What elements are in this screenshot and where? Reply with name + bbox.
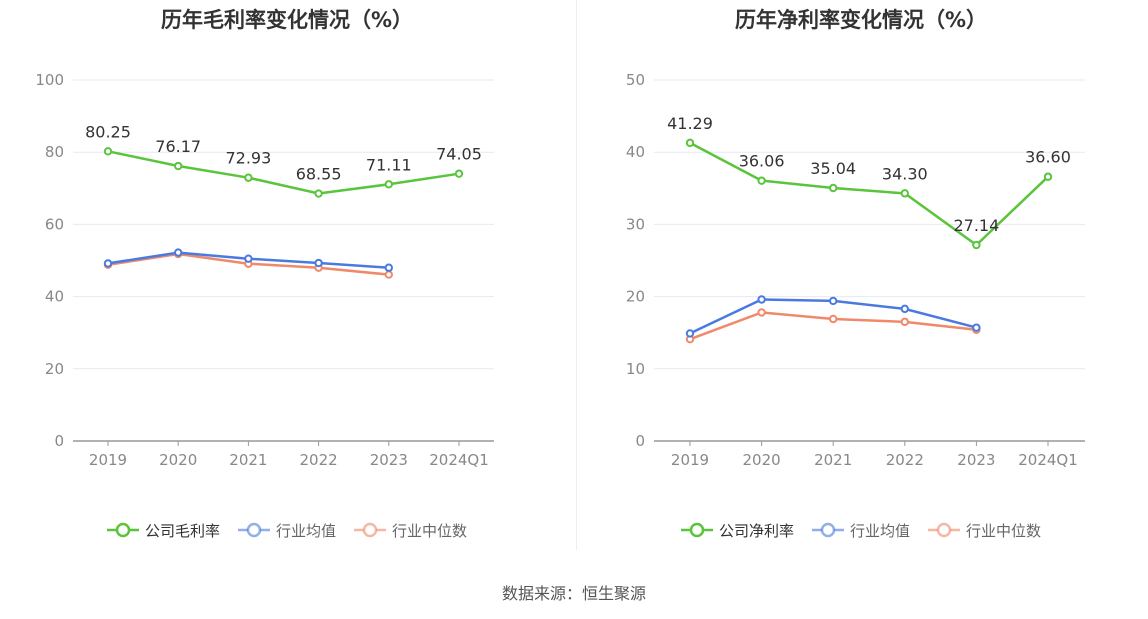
panel-divider: [576, 0, 577, 550]
data-label: 71.11: [366, 155, 412, 174]
data-source-note: 数据来源：恒生聚源: [501, 584, 646, 603]
legend: 公司净利率 行业均值 行业中位数: [574, 518, 1148, 542]
x-tick-label: 2022: [886, 451, 924, 469]
legend-item[interactable]: 行业中位数: [354, 518, 467, 542]
legend-marker-icon: [680, 522, 713, 538]
net-margin-plot: 0 10 20 30 40 50 2019 2020 2021 2022 2023 2024Q1 41.…: [626, 71, 1085, 469]
data-point: [103, 147, 113, 156]
legend-label: 行业均值: [849, 521, 910, 540]
data-point: [244, 254, 253, 263]
legend-item[interactable]: 行业均值: [237, 518, 336, 542]
legend: 公司毛利率 行业均值 行业中位数: [0, 518, 574, 542]
legend-label: 公司净利率: [718, 521, 794, 540]
legend-item[interactable]: 行业中位数: [928, 518, 1041, 542]
data-point: [174, 161, 183, 171]
data-label: 27.14: [953, 216, 999, 235]
y-tick-label: 40: [45, 288, 64, 306]
data-label: 36.60: [1025, 148, 1071, 167]
y-tick-label: 30: [626, 215, 645, 233]
legend-item[interactable]: 行业均值: [811, 518, 910, 542]
legend-item[interactable]: 公司净利率: [680, 518, 794, 542]
data-label: 76.17: [155, 137, 201, 156]
data-point: [244, 173, 253, 182]
data-label: 72.93: [225, 149, 271, 168]
data-point: [829, 183, 838, 193]
y-tick-label: 0: [635, 432, 645, 450]
y-tick-label: 50: [626, 71, 645, 89]
gross-margin-plot: 0 20 40 60 80 100 2019 2020 2021 2022 2023 2024Q1 80…: [35, 71, 494, 469]
x-tick-label: 2023: [957, 451, 995, 469]
y-tick-label: 10: [626, 360, 645, 378]
x-tick-label: 2023: [370, 451, 408, 469]
data-point: [384, 270, 393, 279]
data-point: [972, 323, 981, 332]
data-point: [314, 258, 323, 268]
data-point: [757, 176, 766, 185]
legend-item[interactable]: 公司毛利率: [106, 518, 220, 542]
data-label: 36.06: [739, 152, 785, 171]
data-point: [829, 296, 838, 306]
y-tick-label: 40: [626, 143, 645, 161]
data-label: 41.29: [667, 114, 713, 133]
x-tick-label: 2021: [814, 451, 852, 469]
data-point: [685, 329, 695, 338]
y-tick-label: 20: [45, 360, 64, 378]
y-tick-label: 60: [45, 215, 64, 233]
legend-marker-icon: [237, 522, 270, 538]
legend-marker-icon: [106, 522, 139, 538]
x-tick-label: 2020: [159, 451, 197, 469]
data-label: 74.05: [436, 145, 482, 164]
legend-label: 行业中位数: [966, 521, 1042, 540]
x-tick-label: 2024Q1: [1018, 451, 1078, 469]
series-line: [689, 141, 1049, 247]
legend-marker-icon: [811, 522, 844, 538]
data-point: [900, 189, 909, 198]
data-point: [900, 304, 909, 314]
gross-margin-chart: 历年毛利率变化情况（%） 0 20 40 60 80 100 2019 2020 2021 202…: [0, 0, 574, 560]
x-tick-label: 2021: [229, 451, 267, 469]
chart-title: 历年净利率变化情况（%）: [734, 8, 988, 32]
legend-label: 公司毛利率: [144, 521, 220, 540]
y-tick-label: 0: [54, 432, 64, 450]
data-label: 80.25: [85, 122, 131, 141]
data-point: [757, 295, 766, 304]
data-label: 68.55: [296, 165, 342, 184]
y-tick-label: 20: [626, 288, 645, 306]
data-point: [384, 263, 393, 272]
data-point: [900, 317, 909, 327]
data-point: [757, 308, 766, 317]
x-tick-label: 2024Q1: [429, 451, 489, 469]
data-point: [384, 180, 393, 189]
data-point: [174, 248, 183, 257]
data-point: [972, 240, 981, 250]
series-line: [107, 150, 460, 195]
data-point: [454, 169, 464, 178]
y-tick-label: 80: [45, 143, 64, 161]
legend-label: 行业均值: [275, 521, 336, 540]
chart-title: 历年毛利率变化情况（%）: [160, 8, 414, 32]
y-tick-label: 100: [35, 71, 64, 89]
data-point: [829, 314, 838, 324]
data-point: [314, 189, 323, 198]
data-label: 34.30: [882, 164, 928, 183]
data-point: [685, 138, 695, 148]
data-label: 35.04: [810, 159, 856, 178]
legend-marker-icon: [928, 522, 960, 538]
x-tick-label: 2022: [300, 451, 338, 469]
x-tick-label: 2019: [671, 451, 709, 469]
legend-label: 行业中位数: [392, 521, 468, 540]
legend-marker-icon: [354, 522, 386, 538]
data-point: [1043, 172, 1053, 181]
net-margin-chart: 历年净利率变化情况（%） 0 10 20 30 40 50 2019 2020 2021 2022…: [574, 0, 1148, 560]
x-tick-label: 2020: [743, 451, 781, 469]
data-point: [103, 259, 113, 268]
x-tick-label: 2019: [89, 451, 127, 469]
